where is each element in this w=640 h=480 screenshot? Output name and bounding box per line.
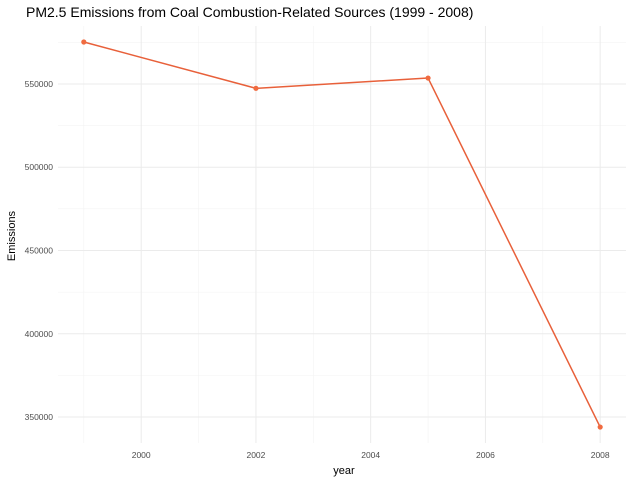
- x-tick-label: 2008: [591, 450, 610, 460]
- tick-labels: 2000 2002 2004 2006 2008 350000 400000 450000 50…: [25, 79, 610, 460]
- y-tick-label: 450000: [25, 245, 54, 255]
- data-point: [81, 39, 87, 45]
- data-point: [253, 85, 259, 91]
- x-tick-label: 2000: [132, 450, 151, 460]
- y-tick-label: 500000: [25, 162, 54, 172]
- x-tick-label: 2002: [246, 450, 265, 460]
- y-axis-label: Emissions: [6, 210, 18, 261]
- series-layer: [81, 39, 603, 430]
- x-axis-label: year: [333, 465, 355, 477]
- x-tick-label: 2004: [361, 450, 380, 460]
- y-tick-label: 550000: [25, 79, 54, 89]
- chart-title: PM2.5 Emissions from Coal Combustion-Rel…: [26, 4, 473, 20]
- y-tick-label: 350000: [25, 412, 54, 422]
- series-line: [83, 41, 601, 428]
- data-point: [597, 424, 603, 430]
- y-tick-label: 400000: [25, 329, 54, 339]
- x-tick-label: 2006: [476, 450, 495, 460]
- grid-lines: [58, 26, 626, 443]
- data-point: [425, 75, 431, 81]
